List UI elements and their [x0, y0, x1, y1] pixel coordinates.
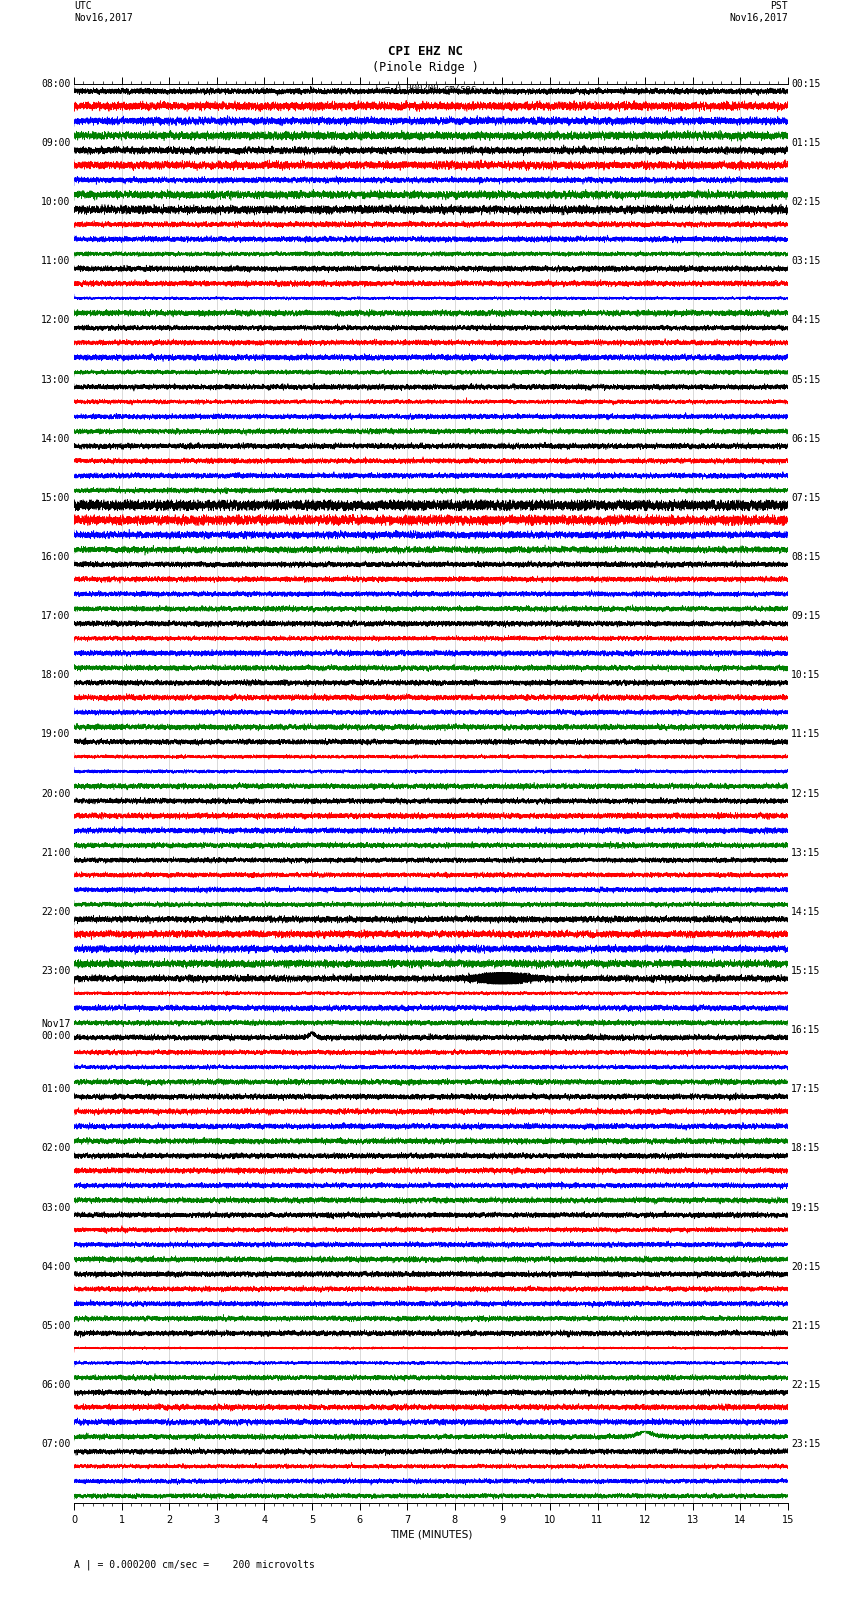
Text: 09:15: 09:15 — [791, 611, 821, 621]
Text: PST
Nov16,2017: PST Nov16,2017 — [729, 2, 788, 23]
Text: 11:15: 11:15 — [791, 729, 821, 739]
Text: 05:00: 05:00 — [41, 1321, 71, 1331]
Text: 03:00: 03:00 — [41, 1203, 71, 1213]
Text: 07:00: 07:00 — [41, 1439, 71, 1448]
Text: 02:00: 02:00 — [41, 1144, 71, 1153]
Text: 15:00: 15:00 — [41, 494, 71, 503]
Text: 19:15: 19:15 — [791, 1203, 821, 1213]
Text: 18:15: 18:15 — [791, 1144, 821, 1153]
Text: 16:00: 16:00 — [41, 552, 71, 561]
Text: 14:15: 14:15 — [791, 907, 821, 916]
Text: 23:00: 23:00 — [41, 966, 71, 976]
Text: 13:00: 13:00 — [41, 374, 71, 384]
Text: 03:15: 03:15 — [791, 256, 821, 266]
Text: 21:15: 21:15 — [791, 1321, 821, 1331]
Text: 17:15: 17:15 — [791, 1084, 821, 1094]
Text: Nov17
00:00: Nov17 00:00 — [41, 1019, 71, 1040]
Text: CPI EHZ NC: CPI EHZ NC — [388, 45, 462, 58]
Text: 22:15: 22:15 — [791, 1381, 821, 1390]
Text: A | = 0.000200 cm/sec =    200 microvolts: A | = 0.000200 cm/sec = 200 microvolts — [74, 1560, 314, 1571]
Text: 12:15: 12:15 — [791, 789, 821, 798]
Text: 16:15: 16:15 — [791, 1026, 821, 1036]
Text: 20:00: 20:00 — [41, 789, 71, 798]
Text: 22:00: 22:00 — [41, 907, 71, 916]
Text: 09:00: 09:00 — [41, 139, 71, 148]
Text: 02:15: 02:15 — [791, 197, 821, 206]
Text: 01:15: 01:15 — [791, 139, 821, 148]
Text: 08:00: 08:00 — [41, 79, 71, 89]
Text: 19:00: 19:00 — [41, 729, 71, 739]
Text: 10:15: 10:15 — [791, 671, 821, 681]
Text: 18:00: 18:00 — [41, 671, 71, 681]
Text: 10:00: 10:00 — [41, 197, 71, 206]
Text: 04:15: 04:15 — [791, 316, 821, 326]
Text: 05:15: 05:15 — [791, 374, 821, 384]
Text: 00:15: 00:15 — [791, 79, 821, 89]
Text: 06:15: 06:15 — [791, 434, 821, 444]
Text: | = 0.000200 cm/sec: | = 0.000200 cm/sec — [374, 84, 476, 94]
Text: 06:00: 06:00 — [41, 1381, 71, 1390]
Text: 12:00: 12:00 — [41, 316, 71, 326]
Text: 13:15: 13:15 — [791, 848, 821, 858]
Text: 01:00: 01:00 — [41, 1084, 71, 1094]
Text: 15:15: 15:15 — [791, 966, 821, 976]
Text: 23:15: 23:15 — [791, 1439, 821, 1448]
Text: 04:00: 04:00 — [41, 1261, 71, 1271]
Text: 17:00: 17:00 — [41, 611, 71, 621]
Text: 07:15: 07:15 — [791, 494, 821, 503]
Text: 21:00: 21:00 — [41, 848, 71, 858]
Text: 11:00: 11:00 — [41, 256, 71, 266]
X-axis label: TIME (MINUTES): TIME (MINUTES) — [390, 1529, 472, 1539]
Text: (Pinole Ridge ): (Pinole Ridge ) — [371, 61, 479, 74]
Text: UTC
Nov16,2017: UTC Nov16,2017 — [74, 2, 133, 23]
Text: 20:15: 20:15 — [791, 1261, 821, 1271]
Text: 14:00: 14:00 — [41, 434, 71, 444]
Text: 08:15: 08:15 — [791, 552, 821, 561]
